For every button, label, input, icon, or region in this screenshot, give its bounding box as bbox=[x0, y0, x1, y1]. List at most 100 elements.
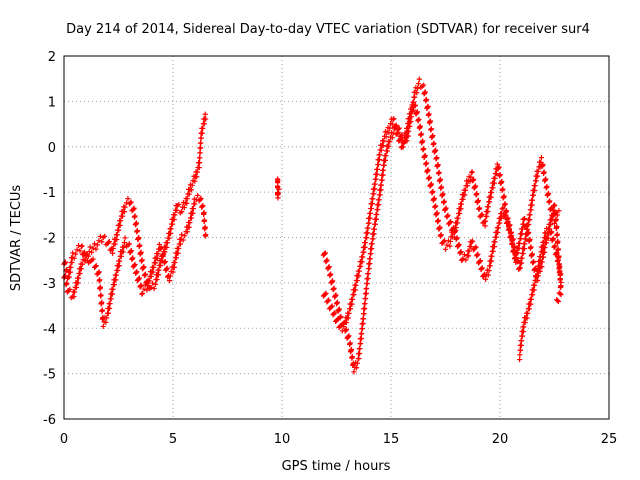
data-point bbox=[414, 90, 420, 96]
data-point bbox=[380, 167, 386, 173]
data-point bbox=[557, 276, 563, 282]
data-point bbox=[553, 216, 559, 223]
data-point bbox=[543, 176, 549, 182]
data-point bbox=[474, 252, 480, 258]
data-point bbox=[152, 260, 159, 266]
data-point bbox=[333, 292, 339, 298]
data-point bbox=[341, 323, 347, 330]
data-point bbox=[349, 296, 356, 302]
data-point bbox=[362, 300, 368, 307]
data-point bbox=[477, 258, 483, 264]
data-point bbox=[177, 241, 184, 247]
data-point bbox=[370, 196, 376, 202]
data-point bbox=[356, 350, 363, 357]
data-point bbox=[164, 240, 170, 246]
data-point bbox=[121, 240, 128, 246]
data-point bbox=[158, 245, 164, 251]
data-point bbox=[519, 333, 526, 339]
data-point bbox=[197, 150, 203, 156]
data-point bbox=[114, 232, 120, 238]
data-point bbox=[97, 233, 103, 240]
data-point bbox=[382, 157, 389, 164]
data-point bbox=[161, 251, 167, 257]
data-point bbox=[398, 136, 404, 142]
data-point bbox=[125, 196, 131, 202]
data-point bbox=[366, 220, 372, 226]
data-point bbox=[434, 210, 440, 216]
data-point bbox=[517, 347, 524, 353]
data-point bbox=[362, 239, 369, 246]
data-point bbox=[397, 136, 403, 143]
data-point bbox=[519, 260, 525, 266]
data-point bbox=[386, 143, 392, 149]
data-point bbox=[400, 144, 406, 150]
data-point bbox=[117, 222, 123, 229]
data-point bbox=[538, 253, 544, 260]
data-point bbox=[395, 129, 401, 135]
data-point bbox=[168, 226, 174, 232]
data-point bbox=[354, 360, 361, 366]
data-point bbox=[437, 224, 443, 230]
data-point bbox=[87, 244, 93, 250]
data-point bbox=[368, 205, 374, 212]
data-point bbox=[79, 261, 85, 267]
data-point bbox=[499, 211, 505, 217]
data-point bbox=[69, 259, 75, 266]
data-point bbox=[372, 186, 378, 192]
data-point bbox=[497, 220, 503, 226]
data-point bbox=[132, 213, 138, 219]
data-point bbox=[166, 278, 173, 284]
data-point bbox=[468, 244, 474, 250]
data-point bbox=[336, 306, 343, 312]
data-point bbox=[389, 135, 395, 141]
data-point bbox=[499, 178, 505, 185]
data-point bbox=[460, 196, 466, 202]
data-point bbox=[393, 122, 399, 128]
data-point bbox=[73, 284, 80, 291]
data-point bbox=[537, 258, 543, 264]
data-point bbox=[529, 202, 535, 208]
data-point bbox=[167, 230, 174, 237]
data-point bbox=[73, 251, 79, 257]
data-point bbox=[421, 145, 427, 152]
data-point bbox=[352, 287, 358, 293]
data-point bbox=[187, 220, 193, 226]
data-point bbox=[425, 103, 431, 109]
data-point bbox=[136, 275, 142, 281]
data-point bbox=[421, 82, 427, 88]
data-point bbox=[194, 169, 200, 175]
data-point bbox=[112, 241, 118, 247]
data-point bbox=[369, 200, 375, 207]
data-point bbox=[131, 205, 137, 211]
data-point bbox=[67, 269, 73, 275]
data-point bbox=[134, 269, 140, 275]
data-point bbox=[529, 197, 535, 203]
data-point bbox=[453, 227, 459, 233]
data-point bbox=[526, 306, 532, 312]
data-point bbox=[513, 259, 519, 265]
data-point bbox=[179, 209, 185, 215]
data-point bbox=[348, 346, 355, 353]
data-point bbox=[345, 315, 351, 321]
data-point bbox=[113, 272, 119, 278]
data-point bbox=[346, 333, 352, 339]
data-point bbox=[93, 246, 99, 252]
data-point bbox=[110, 286, 116, 292]
data-point bbox=[526, 229, 532, 235]
data-point bbox=[162, 258, 168, 265]
data-point bbox=[121, 209, 128, 215]
data-point bbox=[431, 195, 438, 201]
data-point bbox=[509, 240, 516, 246]
data-point bbox=[381, 138, 387, 144]
data-point bbox=[386, 130, 392, 136]
data-point bbox=[122, 204, 128, 210]
data-point bbox=[450, 225, 457, 231]
data-point bbox=[371, 191, 377, 197]
data-point bbox=[467, 179, 473, 185]
data-point bbox=[94, 242, 101, 248]
data-point bbox=[349, 354, 355, 360]
y-tick-label: 1 bbox=[48, 95, 56, 110]
data-point bbox=[461, 251, 467, 258]
data-point bbox=[524, 315, 530, 321]
data-point bbox=[455, 215, 461, 221]
